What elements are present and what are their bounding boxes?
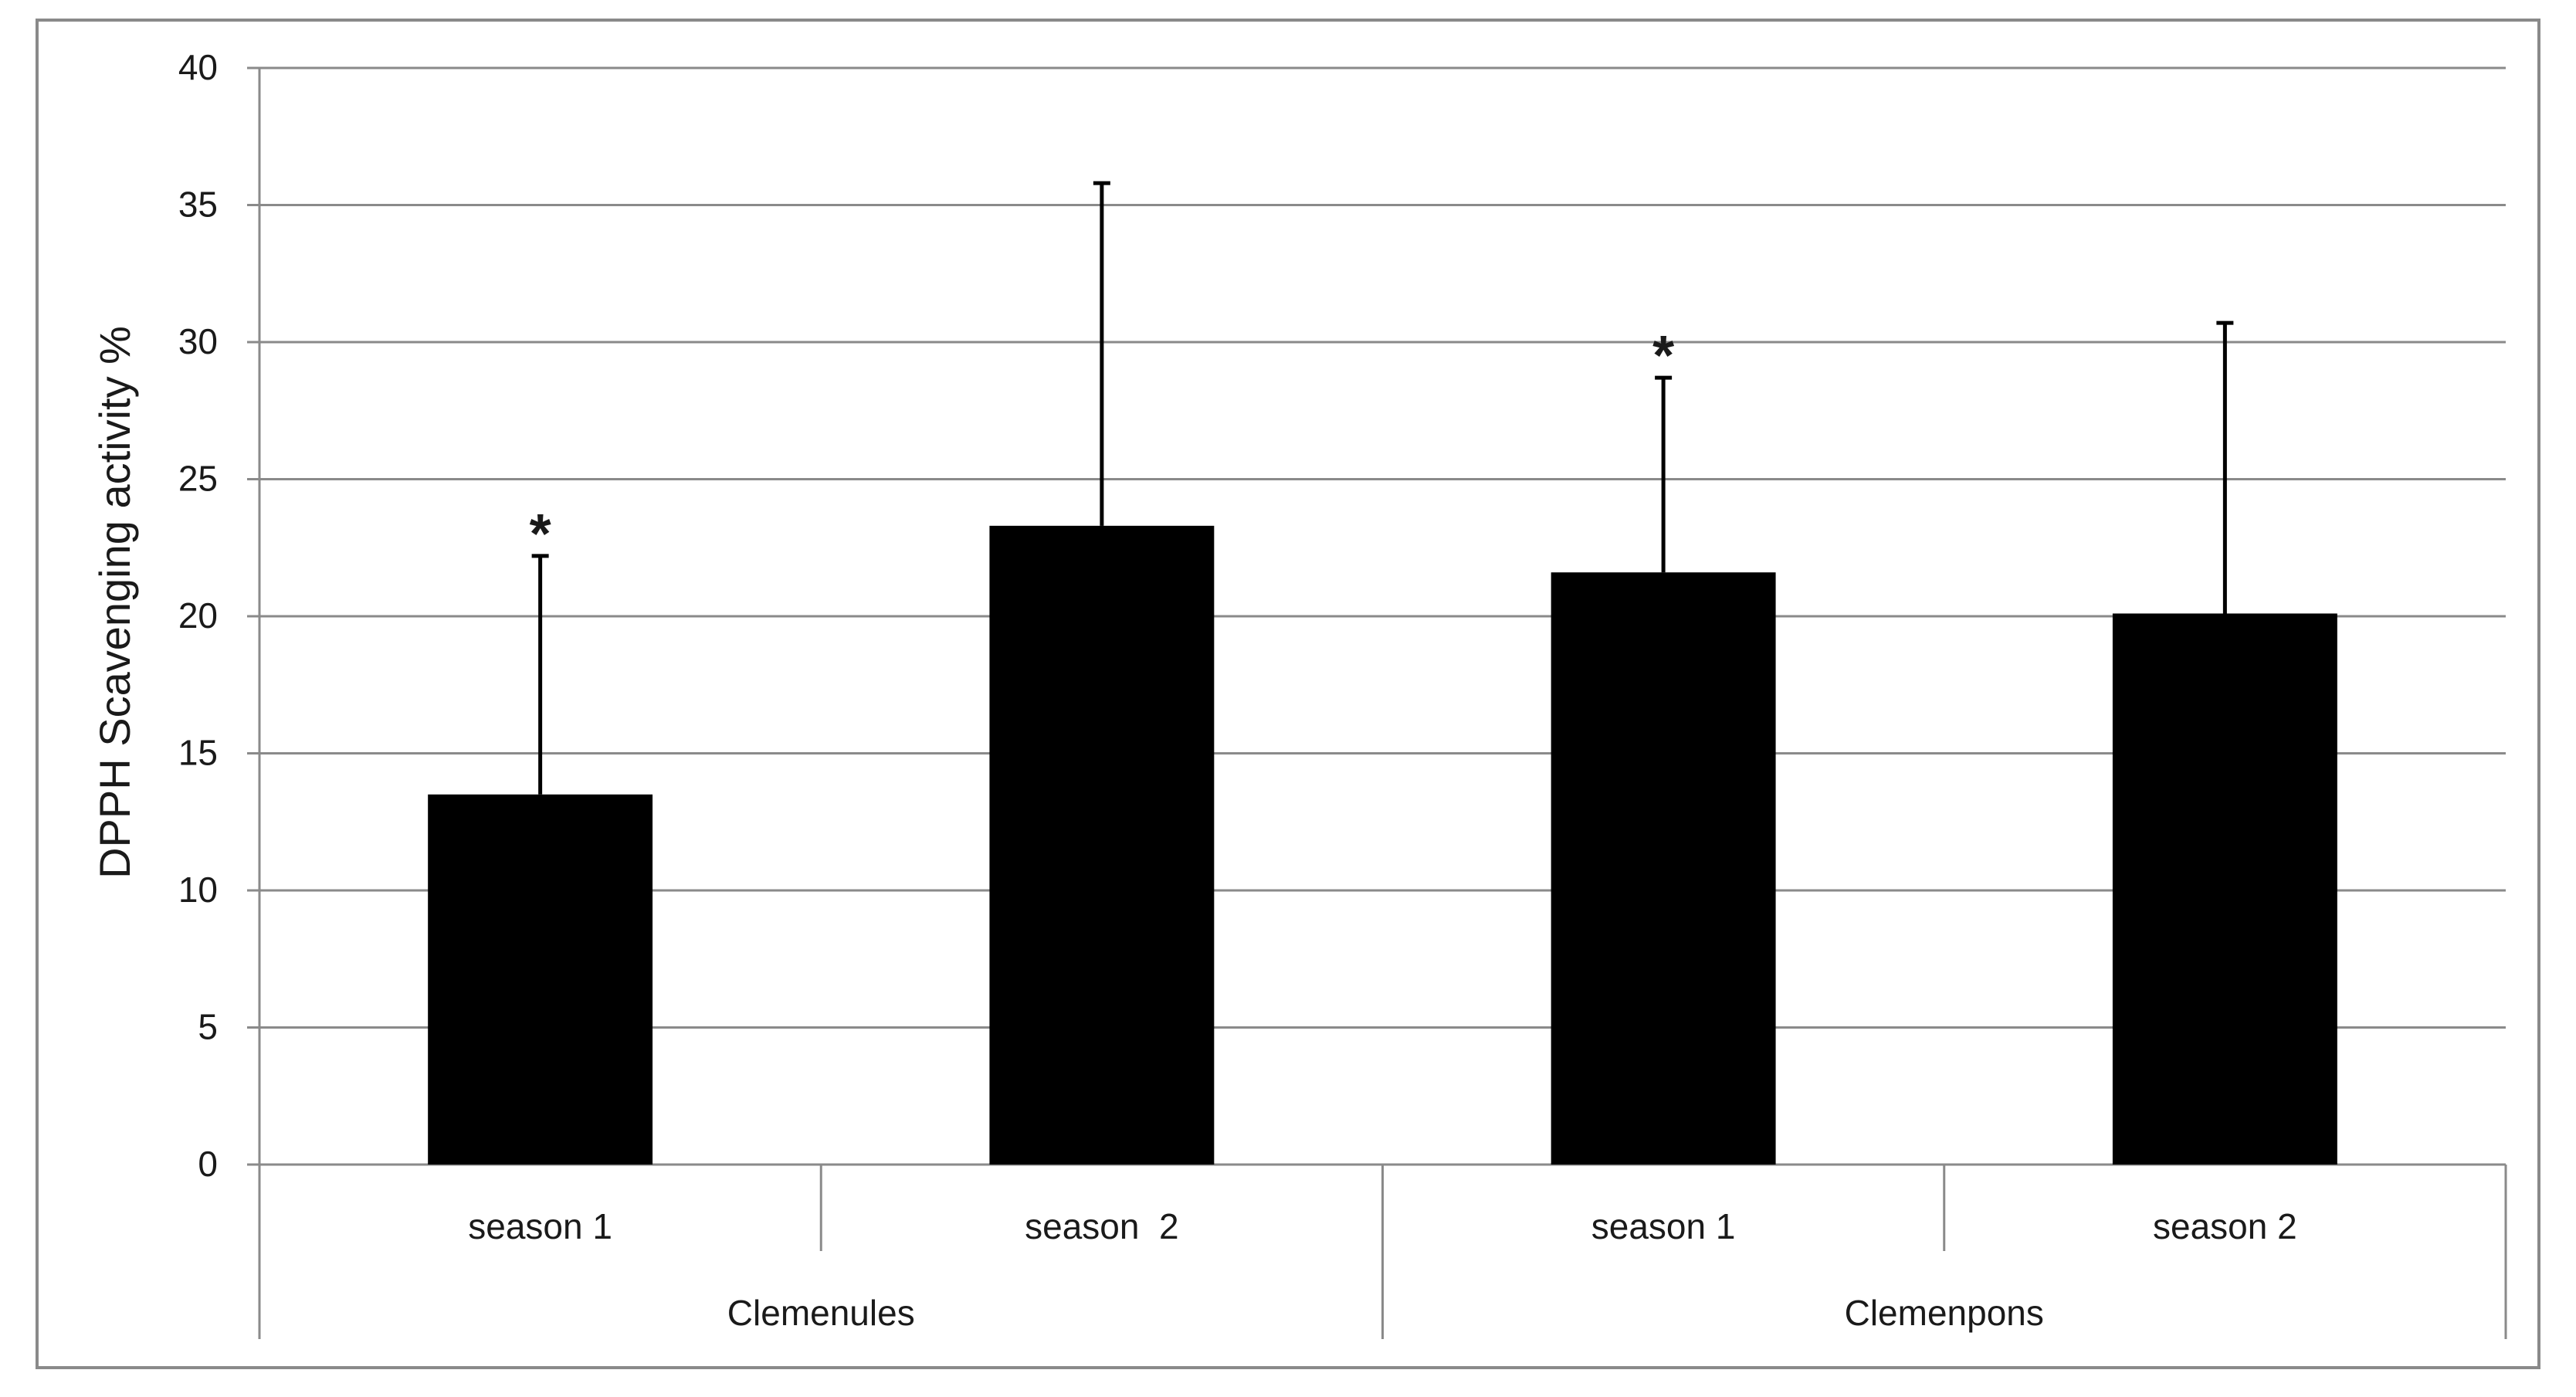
bar [2112, 613, 2337, 1165]
y-tick-label: 20 [178, 595, 218, 636]
bar [1551, 572, 1776, 1165]
y-tick-label: 30 [178, 321, 218, 361]
bar [428, 794, 653, 1165]
y-tick-label: 40 [178, 47, 218, 87]
group-label: Clemenules [727, 1293, 915, 1333]
group-label: Clemenpons [1845, 1293, 2044, 1333]
y-axis-label: DPPH Scavenging activity % [90, 326, 139, 879]
significance-marker: * [1652, 325, 1674, 387]
category-label: season 1 [1591, 1206, 1736, 1246]
category-label: season 1 [468, 1206, 612, 1246]
y-tick-label: 25 [178, 459, 218, 499]
bar [989, 525, 1215, 1165]
category-label: season 2 [2153, 1206, 2297, 1246]
y-tick-label: 0 [198, 1144, 218, 1184]
labels: 0 5 10 15 20 25 30 35 40 * season 1 season 2 * season… [178, 47, 2297, 1333]
error-bars [531, 181, 2234, 795]
significance-marker: * [530, 504, 551, 565]
y-tick-label: 10 [178, 870, 218, 910]
y-tick-label: 15 [178, 733, 218, 773]
bars [428, 525, 2337, 1165]
y-tick-label: 35 [178, 185, 218, 225]
category-label: season 2 [1025, 1206, 1178, 1246]
y-tick-label: 5 [198, 1007, 218, 1047]
